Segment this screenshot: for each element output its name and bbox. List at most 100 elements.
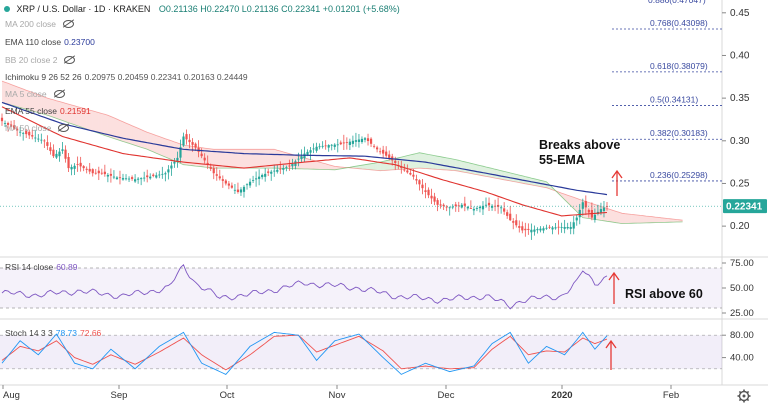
candle-body <box>539 228 542 231</box>
candle-body <box>524 228 527 231</box>
candle-body <box>70 166 73 170</box>
price-axis-tick-label: 0.20 <box>730 221 750 232</box>
ichimoku-cloud-segment <box>446 157 450 171</box>
candle-body <box>566 226 569 229</box>
ichimoku-cloud-segment <box>637 215 641 224</box>
ichimoku-cloud-segment <box>186 145 190 166</box>
candle-body <box>224 180 227 184</box>
candle-body <box>22 132 25 134</box>
fib-level-label: 0.768(0.43098) <box>650 18 708 28</box>
ichimoku-cloud-segment <box>71 104 75 125</box>
settings-gear-icon[interactable] <box>737 389 751 403</box>
indicator-legend-5[interactable]: EMA 55 close 0.21591 <box>5 106 91 116</box>
candle-body <box>430 195 433 199</box>
candle-body <box>273 170 276 172</box>
ichimoku-cloud-segment <box>101 113 105 136</box>
indicator-name: MA 50 close <box>5 123 52 133</box>
ichimoku-cloud-segment <box>410 154 414 169</box>
candle-body <box>460 204 463 208</box>
ichimoku-cloud-segment <box>244 149 248 169</box>
indicator-legend-4[interactable]: MA 5 close <box>5 89 65 99</box>
ichimoku-cloud-segment <box>476 164 480 176</box>
symbol-header: XRP / U.S. Dollar · 1D · KRAKEN O0.21136… <box>2 4 400 14</box>
rsi-legend[interactable]: RSI 14 close 60.89 <box>5 262 77 272</box>
ichimoku-cloud-segment <box>358 165 362 169</box>
candle-body <box>164 173 167 175</box>
indicator-legend-2[interactable]: BB 20 close 2 <box>5 55 76 65</box>
candle-body <box>605 206 609 207</box>
ichimoku-cloud-segment <box>150 133 154 152</box>
ichimoku-cloud-segment <box>104 114 108 137</box>
rsi-line <box>1 264 608 310</box>
stoch-legend[interactable]: Stoch 14 3 3 78.73 72.66 <box>5 328 101 338</box>
hidden-eye-icon[interactable] <box>58 124 70 132</box>
ichimoku-cloud-segment <box>501 170 505 180</box>
candle-body <box>345 142 348 143</box>
ichimoku-cloud-segment <box>377 162 381 171</box>
candle-body <box>369 138 373 144</box>
hidden-eye-icon[interactable] <box>53 90 65 98</box>
candle-body <box>303 153 306 159</box>
ichimoku-cloud-segment <box>461 161 465 173</box>
hidden-eye-icon[interactable] <box>64 56 76 64</box>
time-axis-label: Aug <box>3 390 20 401</box>
indicator-name: EMA 110 close <box>5 37 62 47</box>
candle-body <box>288 165 291 167</box>
ichimoku-cloud-segment <box>482 166 486 177</box>
ichimoku-cloud-segment <box>464 161 468 173</box>
ichimoku-cloud-segment <box>20 87 24 109</box>
candle-body <box>481 205 485 210</box>
candle-body <box>118 177 122 179</box>
ichimoku-cloud-segment <box>62 102 66 122</box>
last-price-label: 0.22341 <box>726 202 763 213</box>
ichimoku-cloud-segment <box>92 110 96 133</box>
ichimoku-cloud-segment <box>573 197 577 212</box>
ichimoku-cloud-segment <box>331 165 335 170</box>
ichimoku-cloud-segment <box>168 139 172 160</box>
fib-level-label: 0.236(0.25298) <box>650 170 708 180</box>
indicator-legend-3[interactable]: Ichimoku 9 26 52 26 0.20975 0.20459 0.223… <box>5 72 248 82</box>
candle-body <box>88 168 91 172</box>
ichimoku-cloud-segment <box>14 85 18 107</box>
ichimoku-cloud-segment <box>225 149 229 169</box>
ichimoku-cloud-segment <box>428 154 432 169</box>
candle-body <box>49 147 52 152</box>
time-axis-label: 2020 <box>551 390 572 401</box>
candle-body <box>43 140 46 142</box>
ichimoku-cloud-segment <box>253 149 257 169</box>
indicator-legend-0[interactable]: MA 200 close <box>5 19 75 29</box>
stoch-d-line <box>1 334 608 371</box>
candle-body <box>433 196 436 202</box>
candle-body <box>124 178 128 180</box>
ichimoku-cloud-segment <box>234 149 238 169</box>
candle-body <box>297 158 300 160</box>
candle-body <box>67 156 70 169</box>
candle-body <box>327 145 330 148</box>
ichimoku-cloud-segment <box>361 164 365 170</box>
indicator-legend-6[interactable]: MA 50 close <box>5 123 70 133</box>
candle-body <box>188 139 191 143</box>
indicator-legend-1[interactable]: EMA 110 close 0.23700 <box>5 37 95 47</box>
candle-body <box>584 201 587 208</box>
candle-body <box>179 147 182 158</box>
candle-body <box>167 169 170 173</box>
ichimoku-cloud-segment <box>240 149 244 169</box>
ichimoku-cloud-segment <box>646 216 650 223</box>
candle-body <box>276 169 279 172</box>
ichimoku-cloud-segment <box>5 82 9 105</box>
ichimoku-cloud-segment <box>389 159 393 171</box>
candle-body <box>3 123 7 124</box>
ichimoku-cloud-segment <box>250 149 254 169</box>
ichimoku-cloud-segment <box>126 123 130 144</box>
ichimoku-cloud-segment <box>313 160 317 170</box>
ichimoku-cloud-segment <box>216 149 220 169</box>
ichimoku-cloud-segment <box>368 163 372 170</box>
candle-body <box>306 151 309 155</box>
rsi-arrow-head <box>608 271 620 281</box>
ichimoku-cloud-segment <box>17 86 21 108</box>
hidden-eye-icon[interactable] <box>63 20 75 28</box>
candle-body <box>282 168 285 170</box>
candle-body <box>143 177 146 179</box>
candle-body <box>336 144 339 146</box>
